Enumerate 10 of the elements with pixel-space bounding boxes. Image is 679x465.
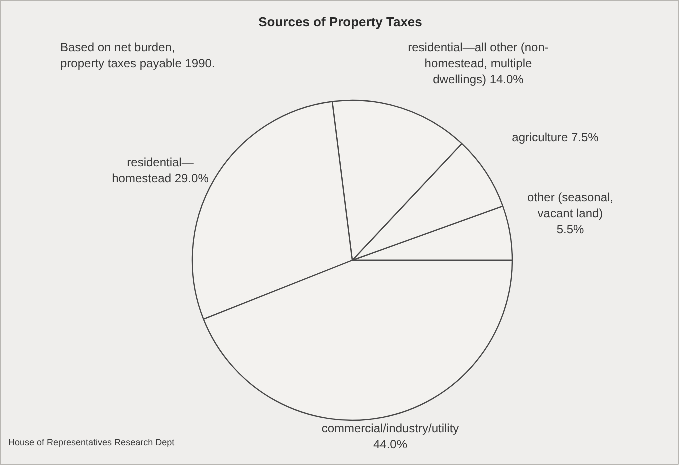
- data-label: 44.0%: [373, 438, 408, 452]
- text: Based on net burden, property taxes payable 1990.: [60, 40, 216, 71]
- data-label: 5.5%: [556, 222, 585, 237]
- slice-label: commercial/industry/utility: [322, 422, 460, 436]
- slice-label: agriculture 7.5%: [512, 130, 600, 144]
- slice-label: residential— homestead 29.0%: [112, 156, 210, 186]
- slice-label: other (seasonal, vacant land): [527, 190, 614, 221]
- chart-title: Sources of Property Taxes: [258, 14, 422, 30]
- text: House of Representatives Research Dept: [8, 438, 176, 448]
- slice-label: residential—all other (non- homestead, multiple dwellings) 14.0%: [408, 40, 549, 87]
